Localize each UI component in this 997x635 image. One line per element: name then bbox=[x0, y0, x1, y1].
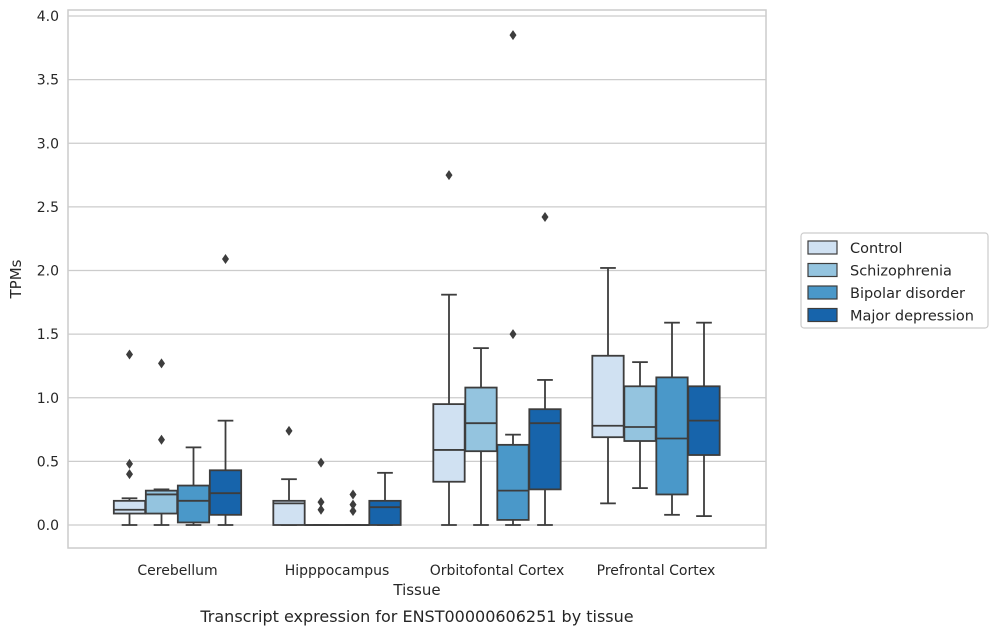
box-bipolar-disorder bbox=[496, 30, 530, 526]
y-tick-label: 1.5 bbox=[37, 327, 59, 343]
y-axis-label: TPMs bbox=[7, 259, 25, 299]
box-iqr bbox=[432, 403, 466, 483]
box-iqr bbox=[464, 386, 498, 453]
box-groups bbox=[112, 30, 721, 527]
box-iqr bbox=[623, 385, 657, 442]
y-tick-label: 2.0 bbox=[37, 264, 59, 280]
outlier-point bbox=[349, 506, 357, 517]
legend-label: Control bbox=[850, 241, 902, 257]
box-iqr bbox=[655, 376, 689, 496]
outlier-point bbox=[158, 434, 165, 445]
box-schizophrenia bbox=[304, 457, 338, 527]
outlier-point bbox=[285, 425, 293, 436]
y-tick-labels: 0.0 0.5 1.0 1.5 2.0 2.5 3.0 3.5 4.0 bbox=[37, 9, 59, 534]
outlier-point bbox=[541, 212, 549, 223]
y-tick-label: 0.5 bbox=[37, 454, 59, 470]
legend-swatch bbox=[807, 262, 838, 278]
legend-swatch bbox=[807, 285, 838, 300]
outlier-point bbox=[126, 349, 133, 360]
y-tick-label: 3.0 bbox=[37, 136, 59, 152]
box-iqr bbox=[272, 499, 306, 526]
box-iqr bbox=[176, 484, 211, 524]
outlier-point bbox=[158, 358, 165, 369]
outlier-point bbox=[317, 497, 325, 508]
box-iqr bbox=[368, 499, 402, 526]
box-control bbox=[272, 425, 306, 526]
x-tick-label: Prefrontal Cortex bbox=[597, 563, 716, 579]
box-control bbox=[591, 267, 625, 505]
x-tick-label: Hipppocampus bbox=[285, 563, 390, 579]
box-control bbox=[432, 170, 466, 526]
box-schizophrenia bbox=[464, 347, 498, 526]
box-schizophrenia bbox=[144, 358, 179, 526]
x-tick-label: Orbitofontal Cortex bbox=[430, 563, 565, 579]
legend-label: Bipolar disorder bbox=[850, 286, 965, 302]
plot-frame bbox=[67, 9, 767, 549]
y-gridlines bbox=[68, 15, 766, 526]
box-major-depression bbox=[368, 471, 402, 526]
box-bipolar-disorder bbox=[336, 489, 370, 527]
outlier-point bbox=[126, 458, 133, 469]
legend: Control Schizophrenia Bipolar disorder Majo… bbox=[800, 232, 989, 329]
box-bipolar-disorder bbox=[655, 321, 689, 516]
y-tick-label: 3.5 bbox=[37, 73, 59, 89]
legend-label: Major depression bbox=[850, 309, 974, 325]
outlier-point bbox=[445, 170, 453, 181]
outlier-point bbox=[349, 489, 357, 500]
box-schizophrenia bbox=[623, 361, 657, 489]
y-tick-label: 1.0 bbox=[37, 391, 59, 407]
box-iqr bbox=[112, 499, 147, 515]
legend-frame bbox=[800, 232, 989, 329]
box-major-depression bbox=[208, 254, 243, 526]
y-tick-label: 0.0 bbox=[37, 518, 59, 534]
y-tick-label: 4.0 bbox=[37, 9, 59, 25]
outlier-point bbox=[126, 469, 133, 480]
legend-swatch bbox=[807, 240, 838, 255]
box-bipolar-disorder bbox=[176, 446, 211, 526]
outlier-point bbox=[349, 499, 357, 510]
outlier-point bbox=[509, 30, 517, 41]
x-tick-labels: Cerebellum Hipppocampus Orbitofontal Corte… bbox=[137, 563, 715, 579]
legend-swatch bbox=[807, 307, 838, 323]
outlier-point bbox=[317, 457, 325, 468]
plot-area bbox=[68, 10, 766, 548]
outlier-point bbox=[509, 329, 517, 340]
x-tick-label: Cerebellum bbox=[137, 563, 217, 579]
x-axis-label: Tissue bbox=[392, 581, 440, 599]
legend-label: Schizophrenia bbox=[850, 264, 952, 280]
chart-caption: Transcript expression for ENST0000060625… bbox=[199, 607, 633, 626]
outlier-point bbox=[222, 254, 229, 265]
box-major-depression bbox=[528, 212, 562, 526]
box-iqr bbox=[528, 408, 562, 491]
box-control bbox=[112, 349, 147, 526]
box-iqr bbox=[496, 443, 530, 521]
box-major-depression bbox=[687, 321, 721, 517]
outlier-point bbox=[317, 504, 325, 515]
y-tick-label: 2.5 bbox=[37, 200, 59, 216]
